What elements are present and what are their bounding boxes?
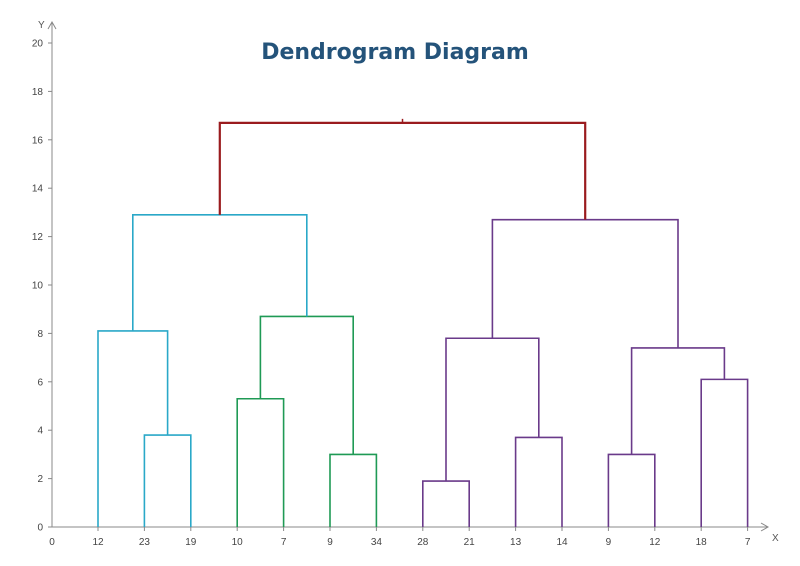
- axes: YX: [38, 20, 779, 544]
- y-tick-label: 2: [37, 474, 43, 485]
- y-axis-label: Y: [38, 20, 45, 31]
- merge-link-c12: [630, 347, 726, 455]
- merge-link-c2: [97, 330, 169, 527]
- merge-link-c6: [132, 214, 308, 331]
- merge-link-c1: [143, 434, 192, 527]
- x-origin-label: 0: [49, 537, 55, 548]
- leaf-label: 28: [417, 537, 429, 548]
- merge-link-c7: [422, 480, 470, 527]
- leaf-label: 18: [696, 537, 708, 548]
- dendrogram-links: [97, 118, 749, 527]
- leaf-label: 12: [649, 537, 661, 548]
- leaf-label: 34: [371, 537, 383, 548]
- merge-link-c13: [491, 218, 679, 348]
- leaf-label: 14: [556, 537, 568, 548]
- y-tick-label: 14: [32, 184, 44, 195]
- leaf-label: 19: [185, 537, 197, 548]
- leaf-label: 13: [510, 537, 522, 548]
- merge-link-c4: [329, 453, 378, 527]
- x-axis-arrow: [760, 522, 770, 532]
- merge-link-c5: [259, 315, 354, 455]
- chart-title: Dendrogram Diagram: [261, 40, 529, 65]
- x-axis-label: X: [772, 533, 779, 544]
- merge-link-c10: [607, 453, 656, 527]
- y-tick-label: 20: [32, 39, 44, 50]
- merge-link-c14: [218, 121, 587, 220]
- leaf-label: 12: [92, 537, 104, 548]
- y-tick-label: 18: [32, 87, 44, 98]
- leaf-label: 21: [464, 537, 476, 548]
- leaf-label: 23: [139, 537, 151, 548]
- leaf-label: 10: [232, 537, 244, 548]
- y-tick-label: 0: [37, 523, 43, 534]
- y-axis-arrow: [47, 20, 57, 30]
- merge-link-c9: [445, 337, 540, 482]
- leaf-label: 7: [281, 537, 287, 548]
- y-tick-label: 16: [32, 135, 44, 146]
- y-tick-label: 10: [32, 281, 44, 292]
- y-tick-label: 6: [37, 377, 43, 388]
- y-tick-label: 4: [37, 426, 43, 437]
- leaf-label: 9: [327, 537, 333, 548]
- leaf-label: 7: [745, 537, 751, 548]
- merge-link-c3: [236, 397, 285, 527]
- leaf-label: 9: [606, 537, 612, 548]
- y-axis-ticks: 0 2 4 6 8 10 12 14 16 18 20: [32, 39, 52, 534]
- y-tick-label: 12: [32, 232, 44, 243]
- x-axis-leaf-labels: 0 12 23 19 10 7 9 34 28 21 13 14 9 12 18 7: [49, 527, 751, 548]
- merge-link-c8: [514, 436, 563, 527]
- merge-link-c11: [700, 378, 749, 527]
- y-tick-label: 8: [37, 329, 43, 340]
